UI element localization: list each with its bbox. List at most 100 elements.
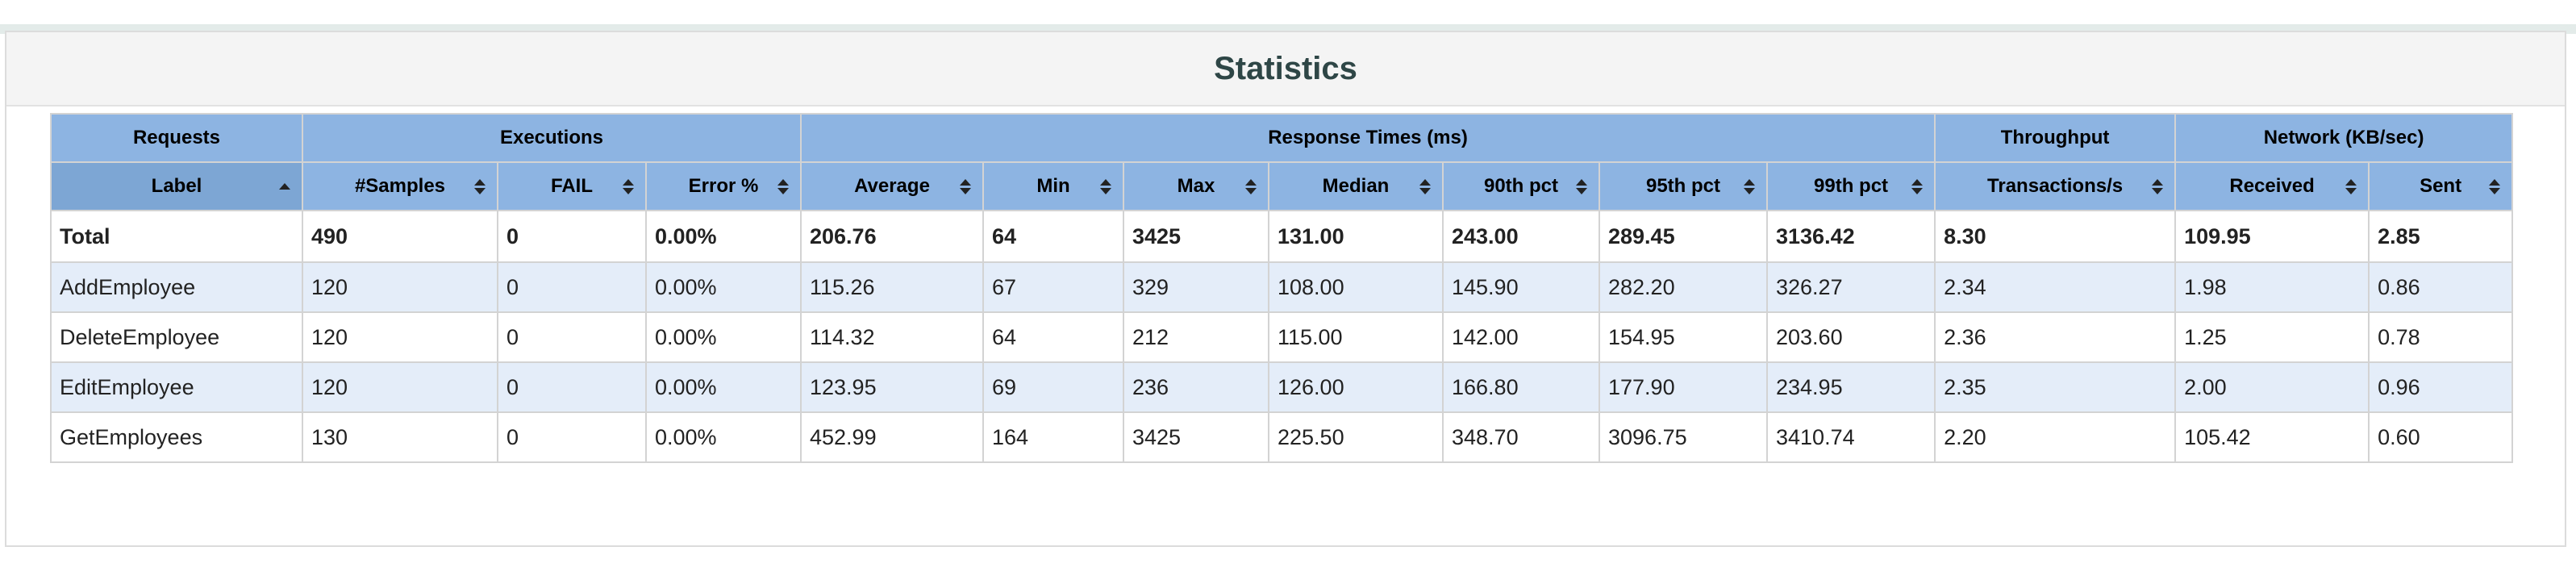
cell-min: 69: [982, 361, 1124, 413]
column-header-row: Label #Samples FAIL Error % Average Min Max Med…: [50, 161, 2514, 211]
cell-sent: 0.96: [2368, 361, 2514, 413]
cell-label: AddEmployee: [50, 261, 303, 313]
cell-max: 3425: [1123, 411, 1269, 463]
column-header-label: Label: [151, 175, 202, 197]
cell-max: 212: [1123, 311, 1269, 363]
sort-both-icon[interactable]: [1245, 177, 1257, 195]
table-row: GetEmployees 130 0 0.00% 452.99 164 3425 225.50…: [50, 411, 2514, 463]
cell-max: 3425: [1123, 210, 1269, 263]
sort-both-icon[interactable]: [1576, 177, 1587, 195]
cell-transactions-s: 2.36: [1934, 311, 2177, 363]
cell-95th-pct: 154.95: [1599, 311, 1768, 363]
group-header-network-kb-sec: Network (KB/sec): [2174, 113, 2514, 163]
column-header-label: Sent: [2420, 175, 2462, 197]
column-header-label: Max: [1177, 175, 1215, 197]
total-row: Total 490 0 0.00% 206.76 64 3425 131.00 243.00 28…: [50, 210, 2514, 263]
column-header-median[interactable]: Median: [1268, 161, 1444, 211]
column-header-label: Received: [2229, 175, 2315, 197]
panel-title: Statistics: [1214, 50, 1357, 86]
cell-transactions-s: 2.35: [1934, 361, 2177, 413]
cell-average: 115.26: [800, 261, 984, 313]
sort-both-icon[interactable]: [960, 177, 971, 195]
cell-label: EditEmployee: [50, 361, 303, 413]
column-header-95th-pct[interactable]: 95th pct: [1599, 161, 1768, 211]
column-header-transactions-s[interactable]: Transactions/s: [1934, 161, 2177, 211]
table-row: EditEmployee 120 0 0.00% 123.95 69 236 126.00 16…: [50, 361, 2514, 413]
cell-95th-pct: 289.45: [1599, 210, 1768, 263]
cell-samples: 120: [302, 261, 498, 313]
column-header-label[interactable]: Label: [50, 161, 303, 211]
column-header-label: Median: [1322, 175, 1390, 197]
cell-sent: 2.85: [2368, 210, 2514, 263]
cell-median: 126.00: [1268, 361, 1444, 413]
column-header-error[interactable]: Error %: [645, 161, 802, 211]
cell-90th-pct: 348.70: [1442, 411, 1600, 463]
cell-error: 0.00%: [645, 261, 802, 313]
sort-both-icon[interactable]: [1100, 177, 1111, 195]
cell-min: 67: [982, 261, 1124, 313]
cell-90th-pct: 142.00: [1442, 311, 1600, 363]
cell-samples: 490: [302, 210, 498, 263]
cell-median: 225.50: [1268, 411, 1444, 463]
sort-both-icon[interactable]: [474, 177, 486, 195]
cell-99th-pct: 203.60: [1765, 311, 1936, 363]
cell-error: 0.00%: [645, 361, 802, 413]
cell-received: 109.95: [2174, 210, 2370, 263]
cell-min: 64: [982, 311, 1124, 363]
cell-error: 0.00%: [645, 411, 802, 463]
cell-sent: 0.60: [2368, 411, 2514, 463]
cell-99th-pct: 3410.74: [1765, 411, 1936, 463]
group-header-executions: Executions: [302, 113, 802, 163]
cell-samples: 120: [302, 311, 498, 363]
sort-both-icon[interactable]: [2489, 177, 2501, 195]
statistics-table: Requests Executions Response Times (ms) Thr…: [50, 113, 2514, 463]
table-row: AddEmployee 120 0 0.00% 115.26 67 329 108.00 145…: [50, 261, 2514, 313]
cell-max: 329: [1123, 261, 1269, 313]
cell-95th-pct: 3096.75: [1599, 411, 1768, 463]
sort-both-icon[interactable]: [1744, 177, 1755, 195]
cell-min: 164: [982, 411, 1124, 463]
column-header-90th-pct[interactable]: 90th pct: [1442, 161, 1600, 211]
column-header-label: 90th pct: [1483, 175, 1558, 197]
sort-both-icon[interactable]: [1911, 177, 1924, 195]
column-header-max[interactable]: Max: [1123, 161, 1269, 211]
cell-average: 206.76: [800, 210, 984, 263]
cell-fail: 0: [497, 261, 647, 313]
column-header-sent[interactable]: Sent: [2368, 161, 2514, 211]
cell-max: 236: [1123, 361, 1269, 413]
cell-error: 0.00%: [645, 311, 802, 363]
cell-fail: 0: [497, 361, 647, 413]
column-header-min[interactable]: Min: [982, 161, 1124, 211]
cell-median: 131.00: [1268, 210, 1444, 263]
sort-ascending-icon[interactable]: [279, 177, 290, 195]
group-header-row: Requests Executions Response Times (ms) Thr…: [50, 113, 2514, 163]
sort-both-icon[interactable]: [2345, 177, 2357, 195]
cell-average: 123.95: [800, 361, 984, 413]
sort-both-icon[interactable]: [1419, 177, 1431, 195]
column-header-samples[interactable]: #Samples: [302, 161, 498, 211]
column-header-average[interactable]: Average: [800, 161, 984, 211]
column-header-label: #Samples: [354, 175, 446, 197]
column-header-label: Average: [854, 175, 930, 197]
column-header-label: Min: [1036, 175, 1070, 197]
column-header-99th-pct[interactable]: 99th pct: [1765, 161, 1936, 211]
cell-received: 105.42: [2174, 411, 2370, 463]
sort-both-icon[interactable]: [623, 177, 634, 195]
group-header-throughput: Throughput: [1934, 113, 2177, 163]
sort-both-icon[interactable]: [777, 177, 789, 195]
cell-sent: 0.86: [2368, 261, 2514, 313]
table-row: DeleteEmployee 120 0 0.00% 114.32 64 212 115.00…: [50, 311, 2514, 363]
column-header-received[interactable]: Received: [2174, 161, 2370, 211]
cell-received: 1.25: [2174, 311, 2370, 363]
column-header-label: Error %: [688, 175, 759, 197]
panel-heading: Statistics: [6, 32, 2565, 106]
column-header-label: 99th pct: [1814, 175, 1889, 197]
table-body: Total 490 0 0.00% 206.76 64 3425 131.00 243.00 28…: [50, 210, 2514, 463]
cell-sent: 0.78: [2368, 311, 2514, 363]
group-header-response-times-ms: Response Times (ms): [799, 113, 1936, 163]
sort-both-icon[interactable]: [2152, 177, 2164, 195]
cell-90th-pct: 166.80: [1442, 361, 1600, 413]
cell-95th-pct: 177.90: [1599, 361, 1768, 413]
column-header-fail[interactable]: FAIL: [497, 161, 647, 211]
cell-fail: 0: [497, 411, 647, 463]
